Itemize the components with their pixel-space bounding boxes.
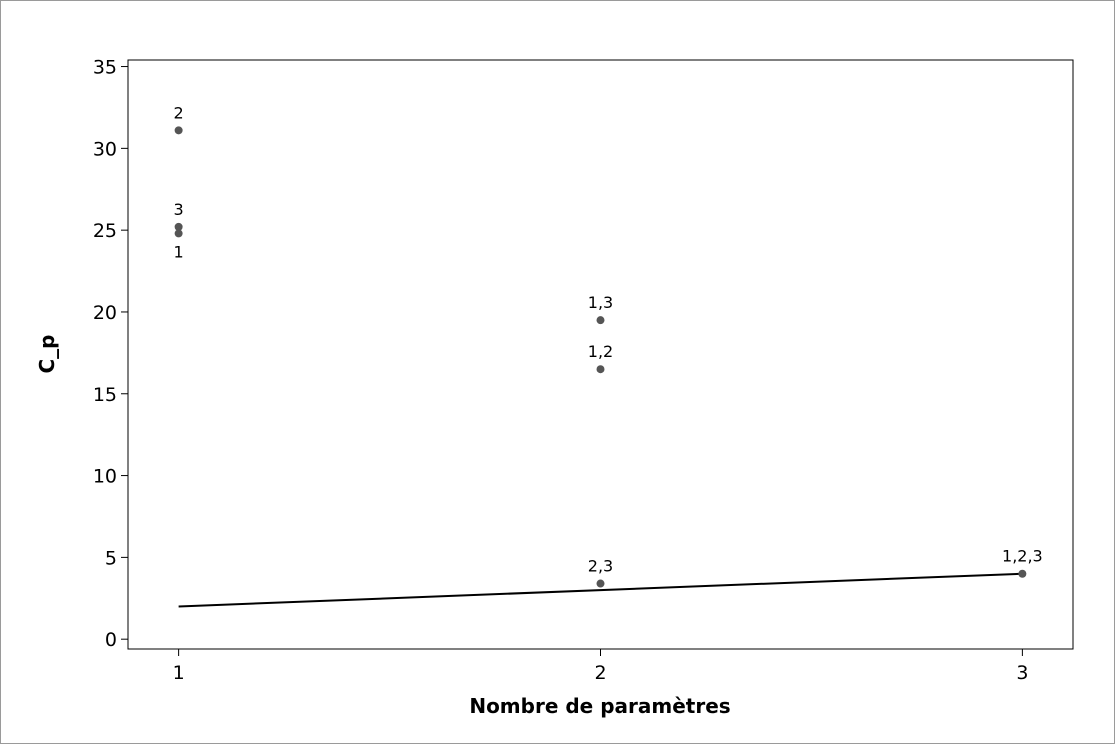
x-tick-label: 2 [594,662,606,684]
data-point [174,126,183,135]
data-point-label: 2,3 [588,557,613,576]
y-tick-label: 0 [105,629,117,651]
reference-line-group [178,572,1023,608]
y-tick-label: 30 [93,138,117,160]
data-point [596,579,605,588]
points-group [174,126,1027,588]
data-point-label: 2 [174,103,184,122]
data-point-label: 3 [174,200,184,219]
data-point [596,316,605,325]
data-point [596,365,605,374]
y-axis: 0 5 10 15 20 25 30 35 [93,57,128,651]
data-point-label: 1 [174,242,184,261]
y-tick-label: 5 [105,547,117,569]
y-tick-label: 15 [93,384,117,406]
y-tick-label: 10 [93,466,117,488]
data-point [174,229,183,238]
x-tick-label: 3 [1016,662,1028,684]
point-labels-group: 2 3 1 1,3 1,2 2,3 1,2,3 [174,103,1043,575]
y-axis-title: C_p [35,335,59,374]
x-axis: 1 2 3 [173,649,1028,684]
y-tick-label: 25 [93,220,117,242]
data-point-label: 1,2,3 [1002,547,1043,566]
y-tick-label: 35 [93,57,117,79]
data-point-label: 1,3 [588,293,613,312]
y-tick-label: 20 [93,302,117,324]
x-tick-label: 1 [173,662,185,684]
data-point [174,222,183,231]
data-point [1018,569,1027,578]
reference-line [178,572,1023,608]
x-axis-title: Nombre de paramètres [469,694,730,718]
data-point-label: 1,2 [588,342,613,361]
